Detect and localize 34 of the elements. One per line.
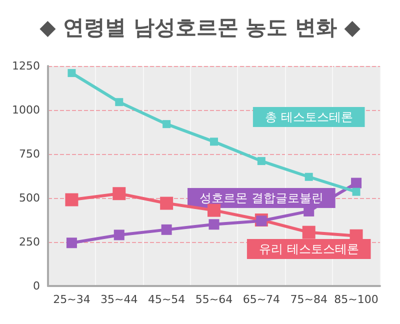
x-tick-label: 65~74 [242,293,280,306]
point [115,98,124,106]
point [304,172,313,181]
point [257,157,266,166]
series-label: 성호르몬 결합글로불린 [200,191,324,205]
x-tick-label: 75~84 [290,293,328,306]
x-tick-label: 45~54 [148,293,186,306]
series-label: 유리 테스토스테론 [258,242,359,256]
x-tick-label: 85~100 [334,293,378,306]
point [351,178,362,188]
y-tick-label: 1250 [12,60,40,72]
point [210,138,218,146]
point [112,187,126,200]
x-tick-label: 25~34 [53,293,90,306]
point [160,196,174,210]
point [114,230,124,240]
y-tick-label: 750 [19,148,40,160]
x-tick-label: 35~44 [100,293,138,306]
y-tick-label: 250 [19,236,40,248]
point [162,120,171,128]
point [208,219,220,230]
y-tick-label: 0 [33,280,40,292]
point [65,193,78,206]
point [66,238,77,248]
point [161,224,172,235]
y-tick-label: 1000 [12,104,40,116]
point [208,204,220,217]
point [352,188,360,196]
x-tick-label: 55~64 [195,293,233,306]
text: 총 테스토스테론 [264,110,353,124]
point [302,226,316,239]
point [68,69,76,78]
chart-title: ◆ 연령별 남성호르몬 농도 변화 ◆ [40,16,362,40]
y-tick-label: 500 [19,192,40,204]
